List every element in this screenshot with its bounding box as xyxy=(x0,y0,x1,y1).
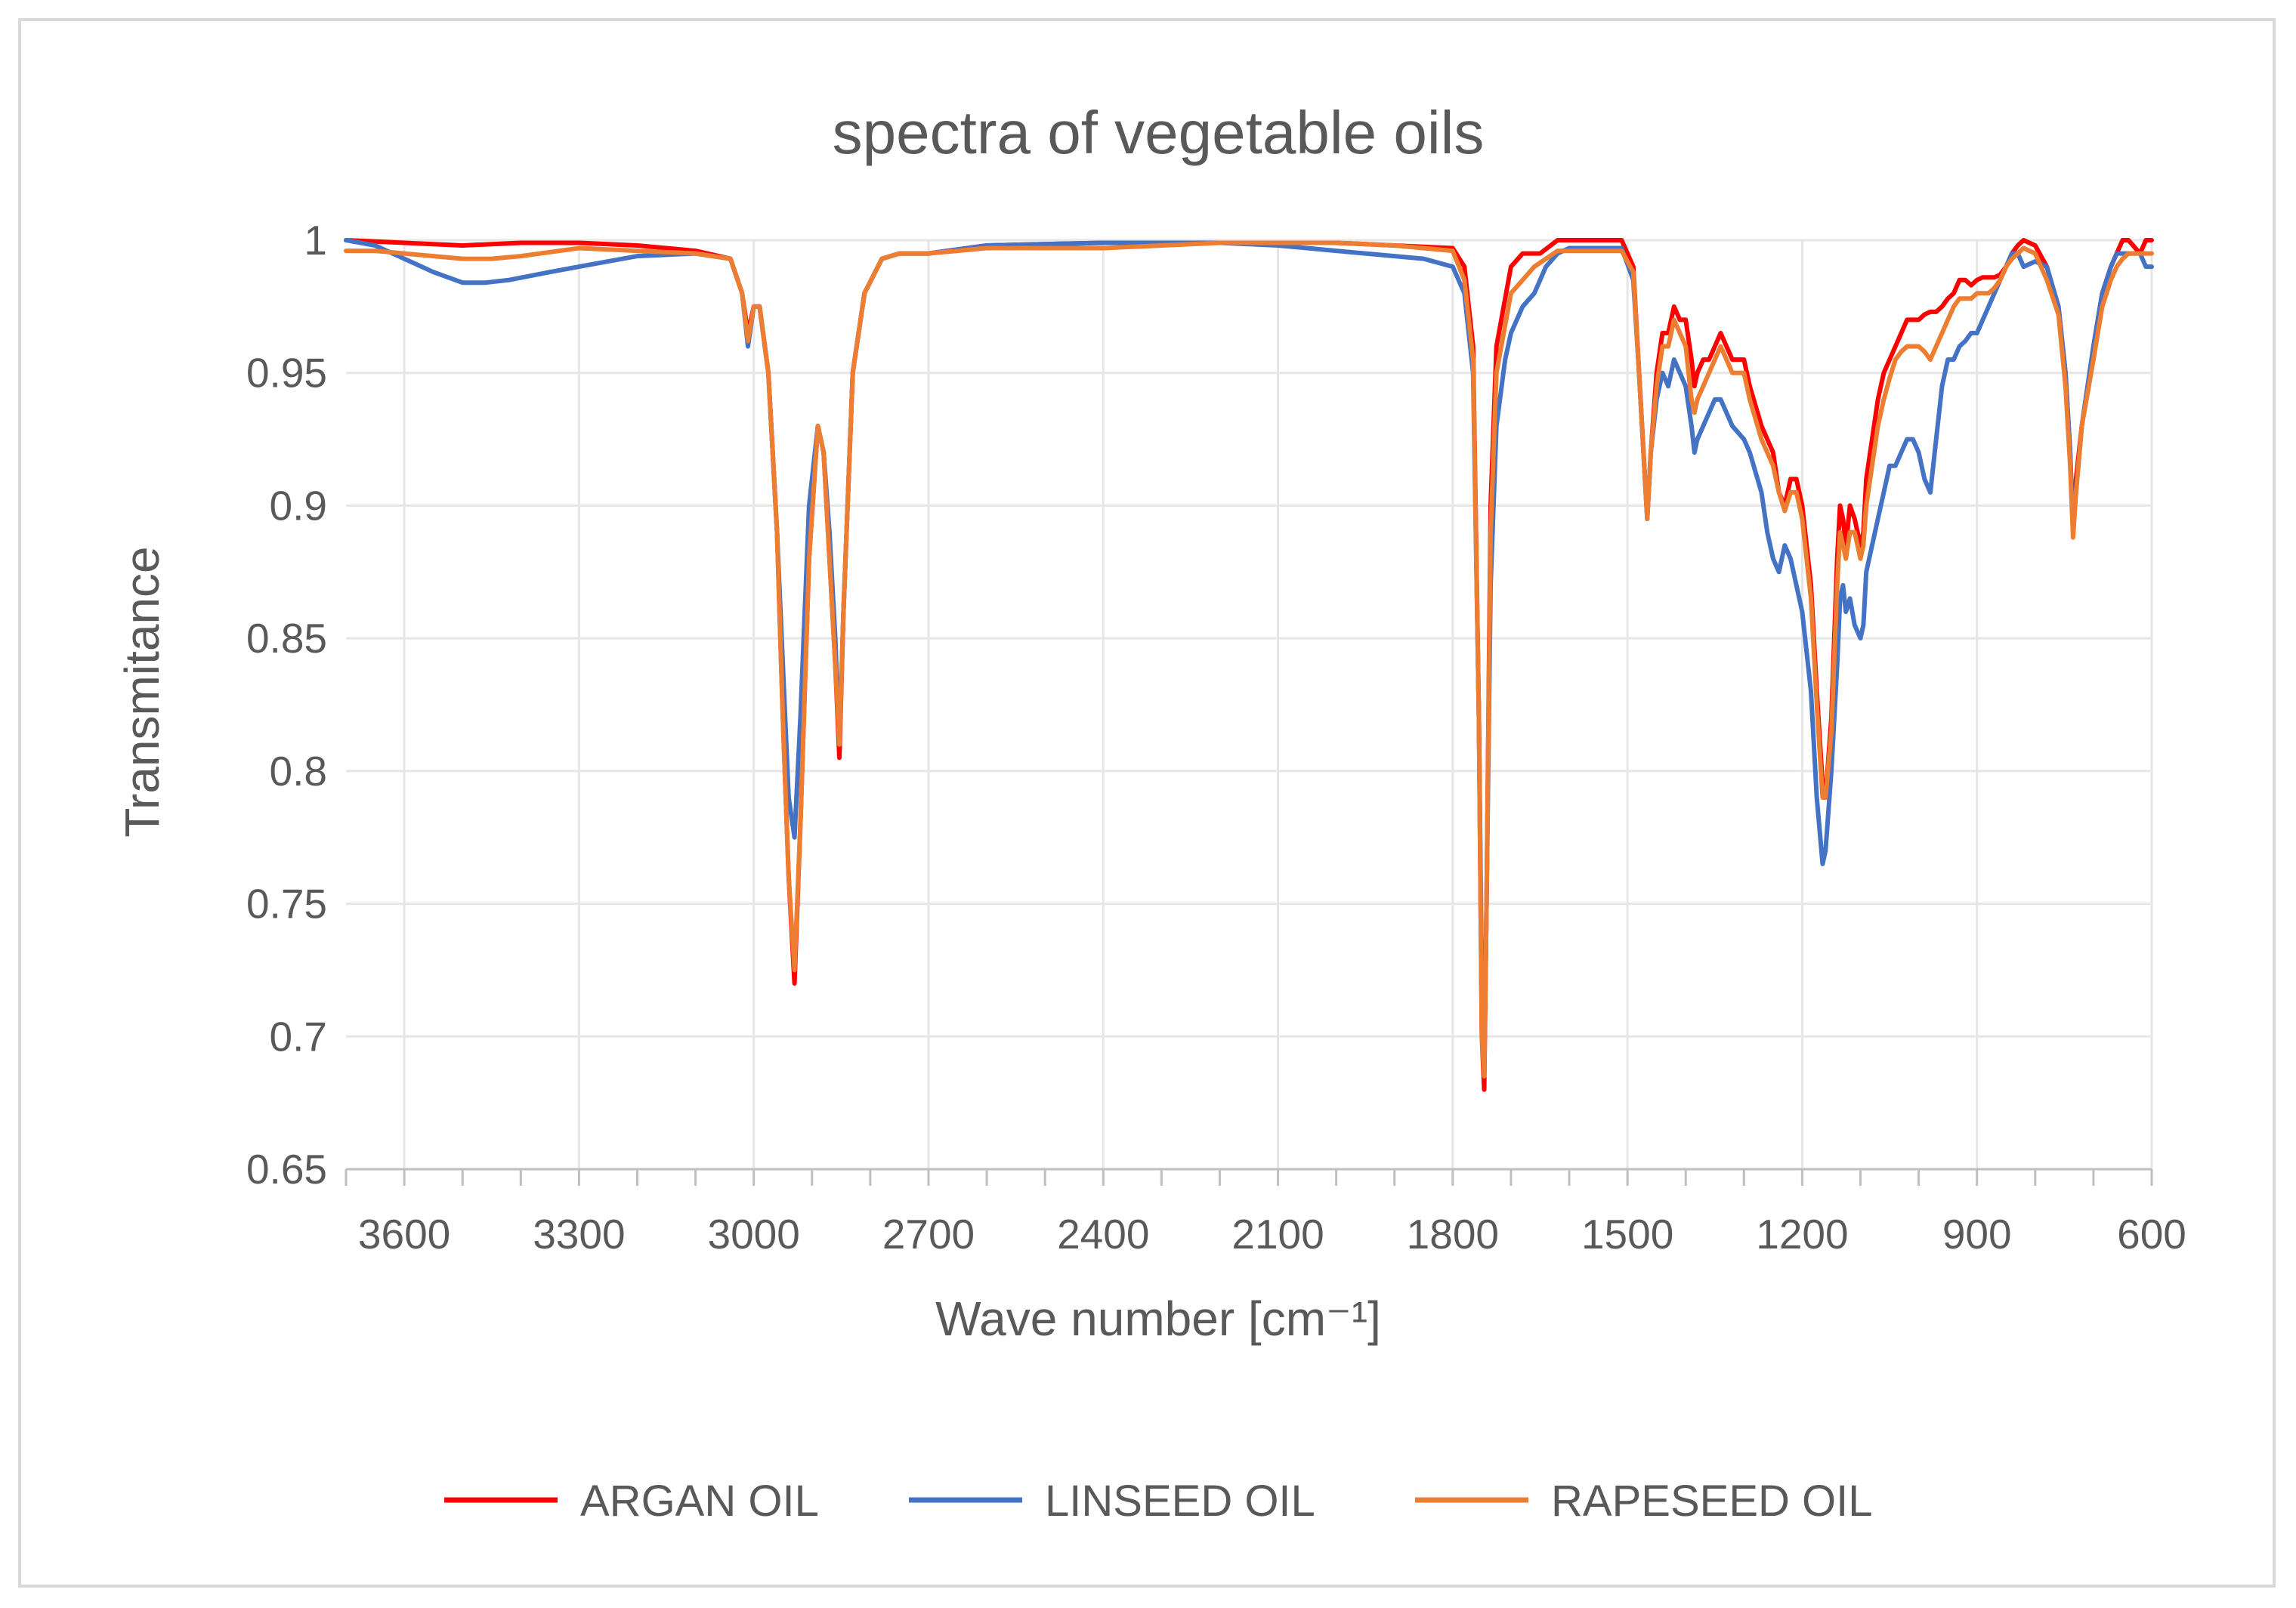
y-tick-label: 0.95 xyxy=(246,350,327,397)
y-tick-label: 0.8 xyxy=(270,748,327,795)
x-axis xyxy=(345,1168,2153,1186)
grid xyxy=(346,239,2153,1171)
x-tick-label: 2700 xyxy=(882,1211,975,1258)
plot-area xyxy=(344,238,2154,1092)
y-tick-label: 0.65 xyxy=(246,1146,327,1193)
x-tick-label: 2100 xyxy=(1231,1211,1324,1258)
x-axis-title: Wave number [cm⁻¹] xyxy=(935,1292,1381,1346)
x-tick-label: 3600 xyxy=(358,1211,450,1258)
chart-frame: spectra of vegetable oils 0.65 0.7 0.75 0.8… xyxy=(18,18,2276,1588)
legend: ARGAN OIL LINSEED OIL RAPESEED OIL xyxy=(444,1477,1872,1526)
y-tick-label: 0.85 xyxy=(246,615,327,662)
x-tick-label: 900 xyxy=(1942,1211,2012,1258)
y-tick-label: 0.75 xyxy=(246,881,327,927)
series-line-rapeseed-oil xyxy=(344,240,2154,1079)
x-tick-label: 1500 xyxy=(1581,1211,1673,1258)
y-tick-label: 0.7 xyxy=(270,1013,327,1060)
x-tick-label: 1200 xyxy=(1756,1211,1848,1258)
legend-label: ARGAN OIL xyxy=(580,1477,819,1526)
x-tick-label: 600 xyxy=(2117,1211,2186,1258)
x-tick-label: 3000 xyxy=(707,1211,799,1258)
series-line-linseed-oil xyxy=(344,238,2154,1066)
x-tick-label: 2400 xyxy=(1057,1211,1149,1258)
y-tick-label: 1 xyxy=(304,217,327,264)
y-axis: 0.65 0.7 0.75 0.8 0.85 0.9 0.95 1 xyxy=(246,217,327,1193)
legend-label: RAPESEED OIL xyxy=(1551,1477,1872,1526)
chart-svg: spectra of vegetable oils 0.65 0.7 0.75 0.8… xyxy=(115,99,2186,1526)
y-axis-title: Transmitance xyxy=(115,546,169,837)
series-line-argan-oil xyxy=(344,238,2154,1092)
chart-title: spectra of vegetable oils xyxy=(833,99,1485,166)
x-tick-label: 1800 xyxy=(1407,1211,1499,1258)
legend-label: LINSEED OIL xyxy=(1045,1477,1315,1526)
x-tick-label: 3300 xyxy=(533,1211,625,1258)
x-axis-labels: 3600 3300 3000 2700 2400 2100 1800 1500 1200 900 6… xyxy=(358,1211,2186,1258)
y-tick-label: 0.9 xyxy=(270,482,327,529)
